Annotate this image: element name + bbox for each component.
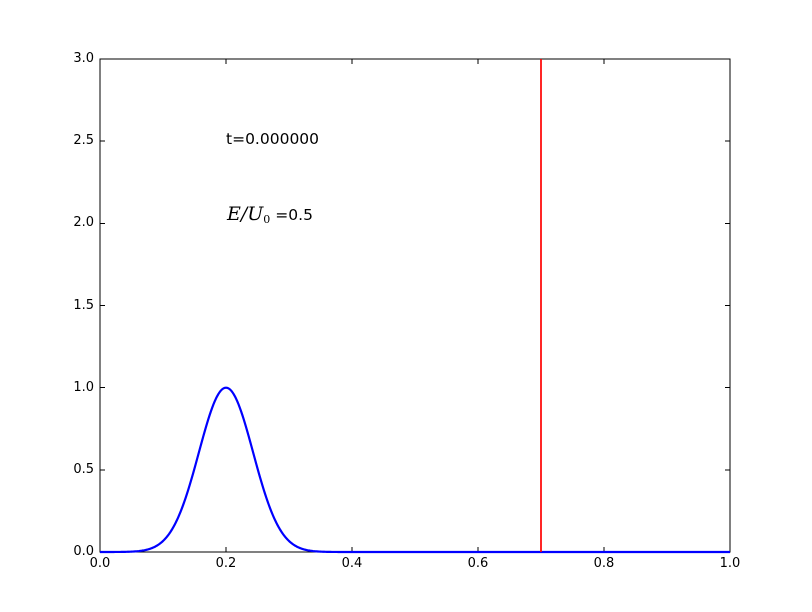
x-tick-label: 1.0 (719, 556, 741, 571)
x-tick-label: 0.4 (341, 556, 363, 571)
data-series (100, 59, 730, 554)
time-annotation: t=0.000000 (226, 130, 320, 148)
energy-value: =0.5 (275, 206, 313, 224)
y-tick-label: 2.0 (73, 215, 94, 231)
axes-frame (99, 58, 731, 553)
y-tick-label: 1.5 (73, 297, 94, 313)
x-tick-label: 0.0 (89, 556, 111, 571)
y-tick-label: 0.0 (73, 544, 94, 559)
y-tick-label: 3.0 (73, 51, 94, 66)
x-tick-label: 0.6 (467, 556, 489, 571)
y-tick-label: 1.0 (73, 379, 94, 395)
energy-subscript: 0 (263, 213, 271, 226)
y-tick-label: 0.5 (73, 461, 94, 477)
x-tick-label: 0.2 (215, 556, 237, 571)
gaussian-wave-packet (100, 386, 730, 554)
tick-marks (99, 58, 731, 553)
energy-ratio-annotation: E/U0 =0.5 (227, 204, 313, 230)
y-tick-label: 2.5 (73, 133, 94, 149)
energy-math-symbols: E/U (227, 203, 264, 225)
x-tick-label: 0.8 (593, 556, 615, 571)
